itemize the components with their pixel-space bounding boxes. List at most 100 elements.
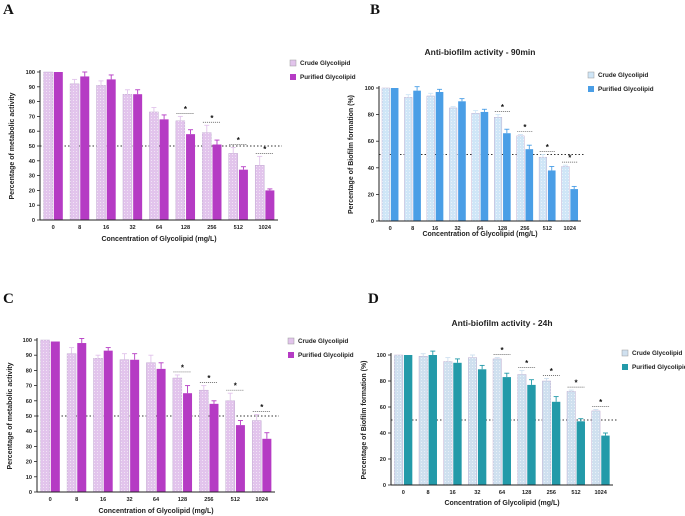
y-tick-label: 0 <box>29 490 32 496</box>
bar-pattern <box>175 120 185 220</box>
bar-purified-512 <box>235 425 245 492</box>
legend-label: Crude Glycolipid <box>632 350 683 357</box>
y-tick-label: 60 <box>26 399 32 405</box>
y-tick-label: 40 <box>380 431 386 437</box>
y-tick-label: 80 <box>29 100 35 106</box>
bar-pattern <box>561 166 570 221</box>
y-tick-label: 30 <box>26 444 32 450</box>
x-tick-label: 8 <box>75 497 78 503</box>
bar-pattern <box>225 400 235 492</box>
chart-title: Anti-biofilm activity - 24h <box>451 318 552 328</box>
significance-star: * <box>546 143 550 152</box>
bar-purified-64 <box>156 368 166 492</box>
bar-purified-8 <box>413 90 421 221</box>
bar-purified-0 <box>53 72 63 220</box>
y-tick-label: 20 <box>368 192 374 198</box>
bar-purified-16 <box>453 362 462 485</box>
legend-swatch <box>290 74 296 80</box>
x-tick-label: 8 <box>426 490 429 496</box>
significance-star: * <box>525 359 529 368</box>
bar-purified-1024 <box>262 438 272 492</box>
y-tick-label: 30 <box>29 174 35 180</box>
bar-pattern <box>252 420 262 492</box>
bar-purified-32 <box>458 101 466 221</box>
bar-purified-256 <box>525 149 534 221</box>
y-tick-label: 10 <box>26 475 32 481</box>
x-tick-label: 256 <box>204 497 213 503</box>
x-tick-label: 8 <box>78 225 81 231</box>
bar-pattern <box>93 358 103 492</box>
legend-swatch <box>288 352 294 358</box>
x-tick-label: 32 <box>454 226 460 232</box>
legend-swatch <box>622 364 628 370</box>
x-tick-label: 128 <box>181 225 190 231</box>
bar-purified-0 <box>50 341 60 492</box>
x-axis-label: Concentration of Glycolipid (mg/L) <box>422 231 537 238</box>
y-axis-label: Percentage of Biofilm formation (%) <box>361 360 368 479</box>
bar-purified-32 <box>133 94 143 220</box>
x-tick-label: 128 <box>498 226 507 232</box>
bar-pattern <box>172 378 182 492</box>
legend-label: Purified Glycolipid <box>300 74 356 81</box>
x-tick-label: 64 <box>477 226 484 232</box>
x-tick-label: 16 <box>100 497 106 503</box>
x-tick-label: 1024 <box>259 225 272 231</box>
panel-label: C <box>3 291 14 307</box>
bar-purified-256 <box>212 144 222 220</box>
bar-pattern <box>67 353 77 492</box>
y-tick-label: 70 <box>26 384 32 390</box>
y-tick-label: 0 <box>32 218 35 224</box>
x-tick-label: 128 <box>522 490 531 496</box>
y-axis-label: Percentage of Biofilm formation (%) <box>348 95 355 214</box>
x-tick-label: 0 <box>49 497 52 503</box>
bar-purified-256 <box>551 401 561 485</box>
x-tick-label: 1024 <box>594 490 607 496</box>
x-tick-label: 128 <box>178 497 187 503</box>
legend-label: Crude Glycolipid <box>300 60 351 67</box>
y-tick-label: 60 <box>29 129 35 135</box>
y-tick-label: 50 <box>29 144 35 150</box>
x-tick-label: 512 <box>231 497 240 503</box>
y-tick-label: 100 <box>365 86 374 92</box>
y-tick-label: 80 <box>26 368 32 374</box>
panel-c: C 0 10 20 30 40 50 60 70 80 90 100 0 8 16 32 64 128 * 256 * 5… <box>3 291 354 515</box>
bar-pattern <box>471 113 480 221</box>
bar-pattern <box>43 72 53 220</box>
x-tick-label: 0 <box>402 490 405 496</box>
bar-purified-256 <box>209 403 219 492</box>
bar-pattern <box>122 94 132 220</box>
bar-purified-64 <box>480 111 489 221</box>
y-tick-label: 10 <box>29 203 35 209</box>
bar-pattern <box>381 88 390 221</box>
bar-pattern <box>542 381 551 485</box>
y-tick-label: 60 <box>368 139 374 145</box>
x-tick-label: 64 <box>153 497 160 503</box>
bar-pattern <box>202 132 212 220</box>
x-tick-label: 512 <box>234 225 243 231</box>
y-tick-label: 100 <box>23 338 32 344</box>
panel-label: B <box>370 2 380 18</box>
bar-pattern <box>449 107 457 221</box>
bar-purified-128 <box>503 133 511 221</box>
y-tick-label: 20 <box>29 188 35 194</box>
significance-star: * <box>550 367 554 376</box>
x-tick-label: 16 <box>103 225 109 231</box>
x-tick-label: 1024 <box>564 226 577 232</box>
bar-pattern <box>468 357 477 485</box>
bar-pattern <box>494 117 502 221</box>
bar-pattern <box>517 374 527 485</box>
legend-swatch <box>289 59 297 67</box>
y-tick-label: 80 <box>380 379 386 385</box>
x-tick-label: 512 <box>543 226 552 232</box>
significance-star: * <box>260 403 264 412</box>
bar-purified-512 <box>547 170 556 221</box>
y-tick-label: 90 <box>26 353 32 359</box>
y-tick-label: 90 <box>29 85 35 91</box>
bar-purified-128 <box>527 384 536 485</box>
bar-pattern <box>404 97 413 221</box>
bar-purified-512 <box>576 421 585 485</box>
legend-label: Purified Glycolipid <box>632 364 685 371</box>
x-axis-label: Concentration of Glycolipid (mg/L) <box>101 236 216 243</box>
